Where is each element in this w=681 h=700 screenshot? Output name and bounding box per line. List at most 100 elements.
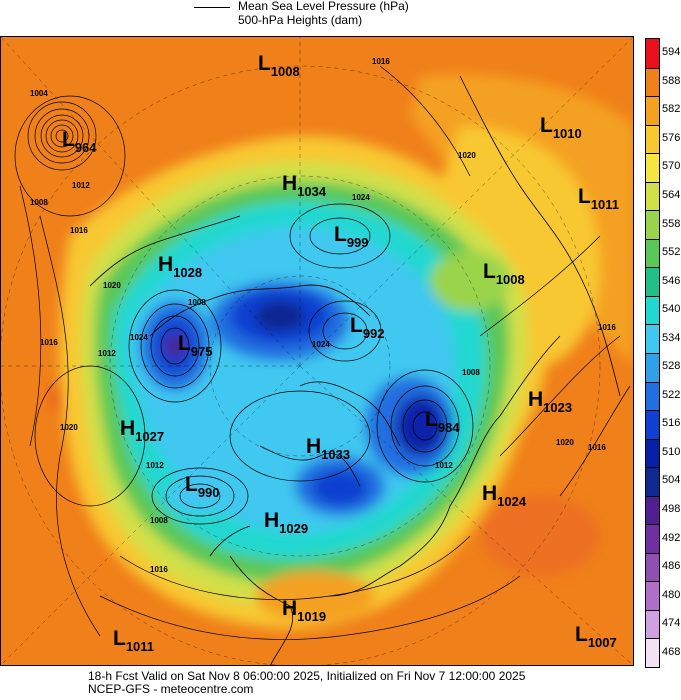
low-pressure-label: L1011 <box>113 627 154 654</box>
low-pressure-label: L964 <box>62 128 97 155</box>
system-letter: H <box>528 388 543 411</box>
system-pressure-value: 1023 <box>543 400 572 415</box>
system-letter: L <box>113 627 126 650</box>
isobar-value-label: 1016 <box>150 565 168 574</box>
system-letter: L <box>578 185 591 208</box>
colorbar-swatch <box>646 67 659 97</box>
system-pressure-value: 990 <box>198 485 220 500</box>
system-pressure-value: 1024 <box>497 494 527 509</box>
system-pressure-value: 1011 <box>591 197 619 212</box>
colorbar-swatch <box>646 495 659 525</box>
system-letter: L <box>178 332 191 355</box>
colorbar-level-label: 582 <box>662 103 681 116</box>
colorbar-level-label: 522 <box>662 388 681 401</box>
system-letter: L <box>185 473 198 496</box>
colorbar-swatch <box>646 295 659 325</box>
isobar-value-label: 1008 <box>188 298 206 307</box>
colorbar-level-label: 486 <box>662 560 681 573</box>
system-pressure-value: 1034 <box>297 184 327 199</box>
isobar-value-label: 1012 <box>435 461 453 470</box>
system-letter: L <box>540 114 553 137</box>
map-frame <box>0 36 634 666</box>
system-pressure-value: 1028 <box>173 265 202 280</box>
system-letter: H <box>482 482 497 505</box>
isobar-value-label: 1020 <box>60 423 78 432</box>
high-pressure-label: H1027 <box>120 417 164 444</box>
system-letter: L <box>258 52 271 75</box>
isobar-value-label: 1016 <box>40 338 58 347</box>
colorbar-level-label: 552 <box>662 246 681 259</box>
colorbar-swatch <box>646 181 659 211</box>
colorbar-level-label: 468 <box>662 645 681 658</box>
colorbar-swatch <box>646 581 659 610</box>
system-letter: H <box>120 417 135 440</box>
colorbar-swatch <box>646 324 659 353</box>
colorbar-swatch <box>646 524 659 553</box>
system-pressure-value: 1010 <box>553 126 582 141</box>
isobar-value-label: 1020 <box>103 281 121 290</box>
low-pressure-label: L984 <box>425 408 460 435</box>
colorbar-swatch <box>646 638 659 667</box>
system-letter: L <box>62 128 75 151</box>
system-pressure-value: 1029 <box>279 521 308 536</box>
system-pressure-value: 1033 <box>321 447 350 462</box>
colorbar-level-label: 528 <box>662 360 681 373</box>
high-pressure-label: H1023 <box>528 388 572 415</box>
colorbar-level-label: 570 <box>662 160 681 173</box>
high-pressure-label: H1019 <box>282 597 326 624</box>
legend-mslp-label: Mean Sea Level Pressure (hPa) <box>238 0 409 13</box>
colorbar-swatch <box>646 381 659 411</box>
low-pressure-label: L1008 <box>483 260 525 287</box>
system-letter: L <box>575 623 588 646</box>
legend: Mean Sea Level Pressure (hPa) 500-hPa He… <box>190 0 490 30</box>
colorbar-level-label: 558 <box>662 217 681 230</box>
low-pressure-label: L1011 <box>578 185 619 212</box>
colorbar-swatch <box>646 552 659 582</box>
system-pressure-value: 984 <box>438 420 460 435</box>
colorbar-level-label: 540 <box>662 303 681 316</box>
colorbar-level-label: 546 <box>662 274 681 287</box>
isobar-value-label: 1012 <box>72 181 90 190</box>
system-letter: H <box>282 597 297 620</box>
isobar-value-label: 1016 <box>588 443 606 452</box>
colorbar-swatch <box>646 410 659 439</box>
system-letter: H <box>158 253 173 276</box>
isobar-value-label: 1012 <box>98 349 116 358</box>
isobar-value-label: 1020 <box>556 438 574 447</box>
system-letter: H <box>306 435 321 458</box>
isobar-value-label: 1016 <box>70 226 88 235</box>
isobar-value-label: 1024 <box>352 193 370 202</box>
colorbar-swatch <box>646 438 659 468</box>
colorbar-level-label: 480 <box>662 588 681 601</box>
isobar-value-label: 1016 <box>598 323 616 332</box>
colorbar-swatch <box>646 210 659 239</box>
system-letter: L <box>334 223 347 246</box>
low-pressure-label: L992 <box>350 314 385 341</box>
isobar-legend-line <box>194 7 230 8</box>
high-pressure-label: H1024 <box>482 482 527 509</box>
colorbar-level-label: 516 <box>662 417 681 430</box>
system-pressure-value: 1019 <box>297 609 326 624</box>
isobar-value-label: 1012 <box>146 461 164 470</box>
colorbar-level-label: 564 <box>662 189 681 201</box>
colorbar-swatch <box>646 609 659 639</box>
system-pressure-value: 1008 <box>271 64 300 79</box>
system-pressure-value: 1027 <box>135 429 164 444</box>
system-letter: L <box>483 260 496 283</box>
colorbar-level-label: 534 <box>662 331 681 344</box>
forecast-valid-text: 18-h Fcst Valid on Sat Nov 8 06:00:00 20… <box>88 669 526 683</box>
high-pressure-label: H1034 <box>282 172 327 199</box>
graticule <box>0 36 634 666</box>
colorbar-level-label: 594 <box>662 46 681 59</box>
isobar-value-label: 1024 <box>130 333 148 342</box>
high-pressure-label: H1029 <box>264 509 308 536</box>
system-pressure-value: 1007 <box>588 635 617 650</box>
isobar-value-label: 1004 <box>30 89 48 98</box>
isobars <box>14 65 631 640</box>
high-pressure-label: H1033 <box>306 435 350 462</box>
colorbar-swatch <box>646 238 659 268</box>
high-pressure-label: H1028 <box>158 253 202 280</box>
colorbar-level-label: 510 <box>662 445 681 458</box>
colorbar-swatch <box>646 39 659 68</box>
